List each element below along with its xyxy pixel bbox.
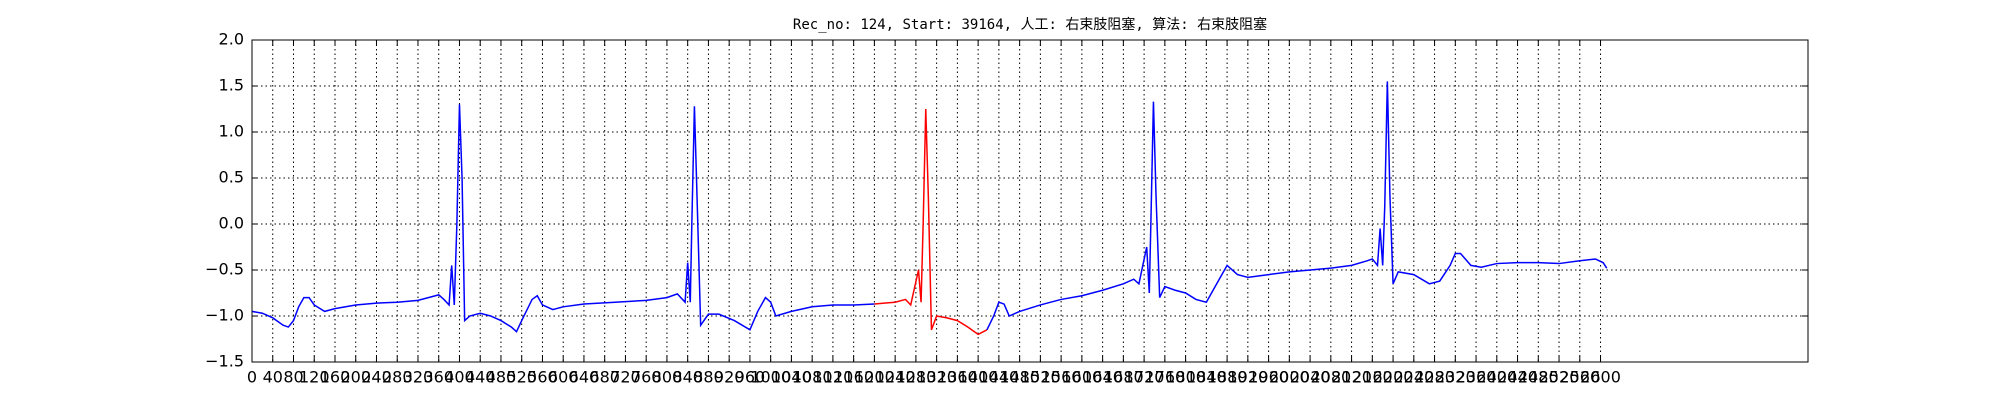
x-tick-label: 760 xyxy=(631,368,662,387)
x-tick-label: 0 xyxy=(247,368,257,387)
x-tick-label: 40 xyxy=(263,368,283,387)
x-tick-label: 1720 xyxy=(1124,368,1165,387)
x-tick-label: 2600 xyxy=(1580,368,1621,387)
x-tick-label: 240 xyxy=(361,368,392,387)
ecg-line xyxy=(986,81,1608,331)
x-tick-label: 1080 xyxy=(792,368,833,387)
x-tick-label: 1920 xyxy=(1227,368,1268,387)
x-tick-label: 800 xyxy=(652,368,683,387)
x-tick-label: 600 xyxy=(548,368,579,387)
x-tick-label: 480 xyxy=(486,368,517,387)
x-tick-label: 2400 xyxy=(1476,368,1517,387)
x-tick-label: 160 xyxy=(320,368,351,387)
x-tick-label: 2560 xyxy=(1559,368,1600,387)
x-tick-label: 440 xyxy=(465,368,496,387)
x-tick-label: 2040 xyxy=(1290,368,1331,387)
y-tick-label: −1.0 xyxy=(205,306,244,325)
y-tick-label: 2.0 xyxy=(219,30,244,49)
x-tick-label: 2480 xyxy=(1518,368,1559,387)
x-tick-label: 1040 xyxy=(771,368,812,387)
x-tick-label: 2000 xyxy=(1269,368,1310,387)
x-tick-label: 2160 xyxy=(1352,368,1393,387)
x-tick-label: 1880 xyxy=(1207,368,1248,387)
x-tick-label: 840 xyxy=(672,368,703,387)
x-tick-label: 400 xyxy=(444,368,475,387)
x-tick-label: 120 xyxy=(299,368,330,387)
x-tick-label: 280 xyxy=(382,368,413,387)
x-tick-label: 1360 xyxy=(937,368,978,387)
chart-title: Rec_no: 124, Start: 39164, 人工: 右束肢阻塞, 算法… xyxy=(793,16,1267,33)
x-tick-label: 640 xyxy=(569,368,600,387)
x-tick-label: 1200 xyxy=(854,368,895,387)
x-tick-label: 1280 xyxy=(896,368,937,387)
x-tick-label: 360 xyxy=(423,368,454,387)
x-tick-label: 2080 xyxy=(1310,368,1351,387)
x-tick-label: 1160 xyxy=(833,368,874,387)
x-tick-label: 2280 xyxy=(1414,368,1455,387)
x-tick-label: 1840 xyxy=(1186,368,1227,387)
ecg-line xyxy=(251,104,875,333)
x-tick-label: 2520 xyxy=(1539,368,1580,387)
x-tick-label: 1640 xyxy=(1082,368,1123,387)
x-tick-label: 1560 xyxy=(1041,368,1082,387)
x-tick-label: 2120 xyxy=(1331,368,1372,387)
x-tick-label: 880 xyxy=(693,368,724,387)
plot-frame xyxy=(251,39,1809,363)
x-tick-label: 1480 xyxy=(999,368,1040,387)
x-tick-label: 1680 xyxy=(1103,368,1144,387)
y-tick-label: −0.5 xyxy=(205,260,244,279)
x-tick-label: 320 xyxy=(403,368,434,387)
y-tick-label: 1.5 xyxy=(219,76,244,95)
x-tick-label: 560 xyxy=(527,368,558,387)
y-tick-label: 0.0 xyxy=(219,214,244,233)
y-tick-label: 1.0 xyxy=(219,122,244,141)
x-tick-label: 1320 xyxy=(916,368,957,387)
x-tick-label: 1600 xyxy=(1062,368,1103,387)
y-tick-label: −1.5 xyxy=(205,352,244,371)
x-tick-label: 80 xyxy=(283,368,303,387)
x-tick-label: 2200 xyxy=(1373,368,1414,387)
x-tick-label: 680 xyxy=(589,368,620,387)
x-tick-label: 920 xyxy=(714,368,745,387)
x-tick-label: 1240 xyxy=(875,368,916,387)
x-tick-label: 2440 xyxy=(1497,368,1538,387)
x-tick-label: 520 xyxy=(506,368,537,387)
x-tick-label: 720 xyxy=(610,368,641,387)
x-tick-label: 1400 xyxy=(958,368,999,387)
x-tick-label: 1000 xyxy=(750,368,791,387)
x-tick-label: 2240 xyxy=(1393,368,1434,387)
ecg-line xyxy=(874,108,988,336)
x-tick-label: 200 xyxy=(340,368,371,387)
x-tick-label: 2320 xyxy=(1435,368,1476,387)
x-tick-label: 1440 xyxy=(979,368,1020,387)
x-tick-label: 1760 xyxy=(1144,368,1185,387)
x-tick-label: 2360 xyxy=(1456,368,1497,387)
x-tick-label: 1120 xyxy=(813,368,854,387)
x-tick-label: 1960 xyxy=(1248,368,1289,387)
x-tick-label: 1520 xyxy=(1020,368,1061,387)
x-tick-label: 960 xyxy=(735,368,766,387)
y-tick-label: 0.5 xyxy=(219,168,244,187)
x-tick-label: 1800 xyxy=(1165,368,1206,387)
